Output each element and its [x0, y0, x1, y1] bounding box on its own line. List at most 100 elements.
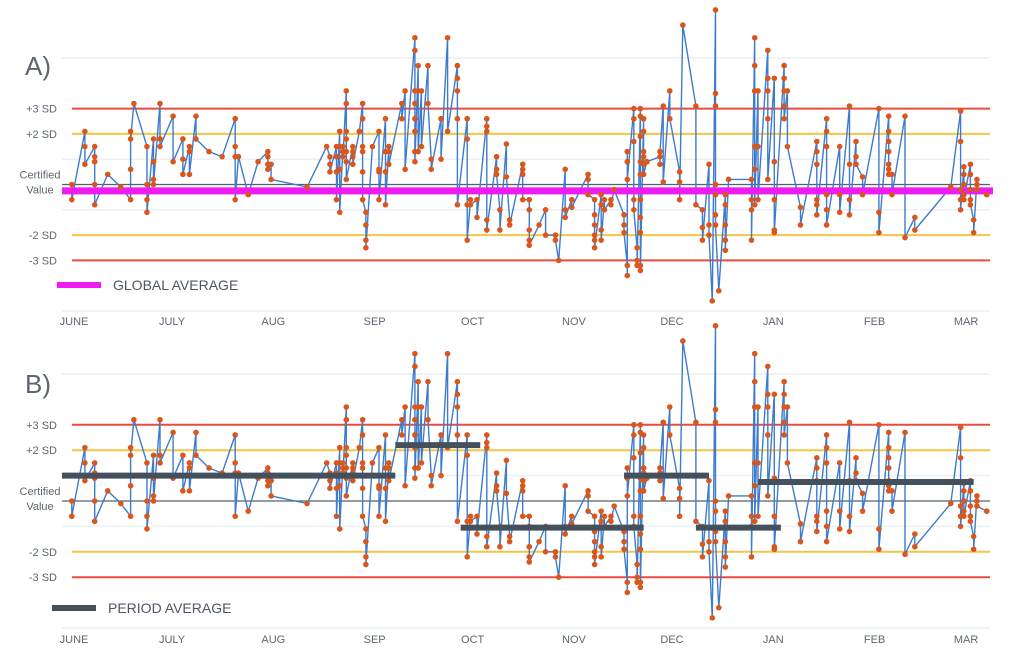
- data-point: [885, 429, 892, 436]
- data-point: [562, 214, 569, 221]
- data-point: [709, 615, 716, 621]
- data-point: [781, 432, 787, 438]
- data-point: [706, 232, 712, 238]
- data-point: [765, 47, 771, 54]
- data-point: [631, 138, 637, 145]
- data-point: [444, 128, 451, 135]
- data-point: [91, 518, 98, 525]
- data-point: [536, 222, 542, 228]
- data-point: [624, 148, 631, 155]
- y-tick-label: -2 SD: [29, 547, 57, 559]
- legend-label: PERIOD AVERAGE: [108, 600, 231, 616]
- data-point: [781, 391, 787, 398]
- data-point: [343, 493, 350, 499]
- data-point: [127, 136, 134, 142]
- data-point: [503, 174, 510, 180]
- data-point: [693, 518, 699, 525]
- data-point: [814, 138, 820, 145]
- data-point: [127, 166, 134, 173]
- data-point: [631, 422, 637, 428]
- data-point: [967, 513, 974, 520]
- data-point: [555, 257, 562, 264]
- data-point: [454, 115, 461, 122]
- data-point: [751, 350, 758, 357]
- data-point: [585, 488, 591, 494]
- data-point: [412, 416, 418, 423]
- month-label: NOV: [562, 316, 587, 328]
- data-point: [846, 103, 853, 109]
- data-point: [82, 460, 88, 466]
- data-point: [359, 115, 366, 122]
- data-point: [637, 584, 644, 591]
- data-point: [601, 207, 608, 213]
- data-point: [676, 179, 683, 185]
- data-point: [823, 432, 830, 438]
- data-point: [836, 191, 843, 198]
- data-point: [519, 488, 526, 494]
- data-point: [712, 191, 719, 198]
- data-point: [814, 528, 820, 535]
- data-point: [722, 538, 729, 545]
- data-point: [82, 143, 88, 150]
- data-point: [912, 227, 918, 233]
- data-point: [369, 460, 376, 466]
- data-point: [631, 513, 637, 520]
- data-point: [69, 196, 75, 203]
- data-point: [382, 201, 389, 208]
- data-point: [823, 128, 830, 135]
- data-point: [637, 105, 644, 112]
- data-point: [797, 204, 804, 211]
- data-point: [836, 209, 843, 216]
- data-point: [598, 237, 604, 243]
- data-point: [336, 444, 343, 451]
- data-point: [836, 508, 843, 514]
- data-point: [127, 196, 134, 203]
- data-point: [624, 493, 631, 499]
- data-point: [814, 518, 820, 525]
- data-point: [765, 363, 771, 370]
- data-point: [483, 128, 490, 135]
- data-point: [542, 549, 549, 555]
- data-point: [526, 242, 533, 249]
- data-point: [418, 143, 425, 150]
- data-point: [350, 477, 356, 484]
- legend-label: GLOBAL AVERAGE: [113, 277, 238, 293]
- data-point: [265, 166, 271, 173]
- data-point: [591, 244, 598, 251]
- data-point: [343, 465, 350, 471]
- data-point: [751, 201, 758, 208]
- data-point: [412, 100, 418, 107]
- data-point: [91, 498, 98, 504]
- data-point: [180, 136, 186, 142]
- data-point: [823, 538, 830, 545]
- month-label: SEP: [364, 634, 386, 646]
- data-point: [902, 113, 908, 119]
- data-point: [526, 237, 533, 243]
- data-point: [885, 444, 892, 451]
- data-point: [902, 429, 908, 436]
- data-point: [343, 128, 350, 135]
- data-point: [519, 477, 526, 484]
- data-point: [304, 500, 310, 507]
- data-point: [601, 196, 608, 203]
- data-point: [399, 100, 405, 107]
- data-point: [755, 196, 761, 203]
- data-point: [180, 156, 186, 162]
- data-point: [444, 34, 451, 41]
- y-tick-label: +3 SD: [26, 104, 57, 116]
- data-point: [751, 482, 758, 489]
- data-point: [526, 559, 533, 565]
- data-point: [784, 88, 791, 94]
- data-point: [180, 171, 186, 178]
- data-point: [974, 503, 980, 509]
- data-point: [193, 429, 199, 436]
- data-point: [127, 444, 134, 451]
- data-point: [186, 465, 193, 471]
- data-point: [853, 161, 859, 168]
- data-point: [235, 153, 242, 160]
- data-point: [974, 493, 980, 499]
- data-point: [784, 460, 791, 466]
- data-point: [624, 465, 631, 471]
- data-point: [170, 113, 176, 119]
